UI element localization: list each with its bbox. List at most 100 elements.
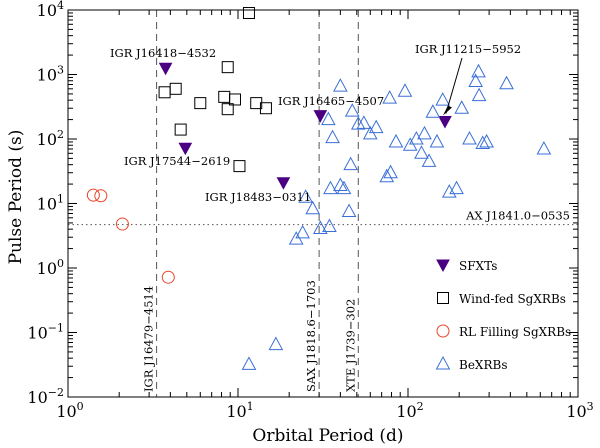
bexrb-marker bbox=[323, 180, 338, 195]
bexrb-marker bbox=[475, 135, 491, 150]
bexrb-marker bbox=[382, 90, 397, 104]
bexrb-marker bbox=[479, 133, 494, 148]
source-label: IGR J16465−4507 bbox=[278, 94, 384, 108]
sfxt-marker bbox=[178, 142, 193, 156]
horizontal-reference-label: AX J1841.0−0535 bbox=[465, 209, 570, 223]
legend-marker bbox=[437, 292, 449, 304]
bexrb-marker bbox=[350, 116, 366, 130]
source-label: IGR J16418−4532 bbox=[110, 46, 216, 60]
sfxt-marker bbox=[313, 110, 328, 123]
y-axis-label: Pulse Period (s) bbox=[6, 130, 26, 265]
reference-lines: IGR J16479−4514 SAX J1818.6−1703 XTE J1739… bbox=[68, 10, 578, 397]
x-tick-label: 102 bbox=[396, 400, 423, 421]
vertical-reference-label: SAX J1818.6−1703 bbox=[304, 280, 318, 392]
bexrb-marker bbox=[383, 164, 398, 179]
bexrb-marker bbox=[268, 336, 284, 351]
bexrb-marker bbox=[312, 220, 328, 234]
source-label: IGR J17544−2619 bbox=[124, 154, 230, 168]
bexrb-marker bbox=[499, 75, 514, 90]
bexrb-marker bbox=[429, 133, 445, 148]
bexrb-marker bbox=[471, 63, 486, 78]
bexrb-marker bbox=[471, 87, 487, 102]
x-tick-label: 101 bbox=[226, 400, 253, 421]
sfxt-marker bbox=[276, 177, 291, 190]
bexrb-marker bbox=[356, 115, 372, 129]
vertical-reference-label: IGR J16479−4514 bbox=[142, 286, 156, 392]
legend-label: BeXRBs bbox=[459, 358, 507, 372]
data-markers bbox=[86, 7, 552, 370]
wind-fed-sgxrb-marker bbox=[174, 123, 187, 136]
label-arrow-line bbox=[445, 57, 463, 114]
rl-filling-sgxrb-marker bbox=[86, 188, 100, 202]
x-axis-label: Orbital Period (d) bbox=[252, 426, 403, 446]
rl-filling-sgxrb-marker bbox=[94, 189, 108, 203]
y-tick-label: 104 bbox=[37, 0, 64, 20]
source-label: IGR J11215−5952 bbox=[415, 42, 521, 56]
bexrb-marker bbox=[321, 111, 336, 126]
legend-marker bbox=[435, 355, 451, 370]
y-tick-label: 10−1 bbox=[27, 322, 64, 343]
wind-fed-sgxrb-marker bbox=[221, 61, 234, 74]
bexrb-marker bbox=[333, 177, 348, 192]
legend-label: RL Filling SgXRBs bbox=[459, 325, 571, 339]
x-tick-label: 100 bbox=[56, 400, 83, 421]
sfxt-marker bbox=[158, 62, 173, 76]
rl-filling-sgxrb-marker bbox=[115, 217, 129, 231]
bexrb-marker bbox=[344, 103, 360, 117]
wind-fed-sgxrb-marker bbox=[194, 97, 207, 110]
legend-marker bbox=[436, 324, 450, 338]
y-tick-label: 100 bbox=[37, 257, 64, 278]
bexrb-marker bbox=[298, 189, 313, 203]
bexrb-marker bbox=[379, 168, 395, 183]
bexrb-marker bbox=[333, 78, 348, 92]
bexrb-marker bbox=[449, 180, 464, 195]
point-labels: IGR J16418−4532 IGR J17544−2619 IGR J18483… bbox=[110, 42, 521, 204]
legend-label: Wind-fed SgXRBs bbox=[459, 292, 566, 306]
bexrb-marker bbox=[536, 140, 552, 155]
vertical-reference-label: XTE J1739−302 bbox=[343, 299, 357, 392]
bexrb-marker bbox=[336, 180, 352, 195]
bexrb-marker bbox=[295, 224, 310, 239]
bexrb-marker bbox=[343, 156, 359, 171]
wind-fed-sgxrb-marker bbox=[242, 7, 255, 19]
bexrb-marker bbox=[468, 73, 483, 87]
y-tick-label: 102 bbox=[37, 128, 64, 149]
bexrb-marker bbox=[325, 129, 340, 144]
label-arrow-head bbox=[442, 105, 452, 116]
legend: SFXTs Wind-fed SgXRBs RL Filling SgXRBs BeX… bbox=[435, 259, 571, 372]
bexrb-marker bbox=[425, 104, 441, 118]
bexrb-marker bbox=[454, 100, 470, 114]
bexrb-marker bbox=[441, 184, 457, 198]
bexrb-marker bbox=[417, 125, 432, 140]
wind-fed-sgxrb-marker bbox=[169, 82, 182, 95]
bexrb-marker bbox=[462, 130, 477, 145]
bexrb-marker bbox=[435, 92, 451, 106]
wind-fed-sgxrb-marker bbox=[233, 160, 246, 173]
bexrb-marker bbox=[341, 203, 357, 218]
wind-fed-sgxrb-marker bbox=[158, 86, 171, 99]
bexrb-marker bbox=[421, 153, 437, 167]
legend-marker bbox=[436, 259, 450, 273]
sfxt-marker bbox=[438, 115, 452, 129]
bexrb-marker bbox=[241, 356, 257, 370]
y-tick-label: 101 bbox=[37, 193, 64, 214]
bexrb-marker bbox=[388, 133, 404, 148]
wind-fed-sgxrb-marker bbox=[228, 93, 241, 106]
wind-fed-sgxrb-marker bbox=[218, 90, 231, 103]
legend-label: SFXTs bbox=[459, 259, 497, 273]
y-tick-label: 10−2 bbox=[27, 386, 64, 407]
y-tick-label: 103 bbox=[37, 64, 64, 85]
x-tick-label: 103 bbox=[566, 400, 593, 421]
bexrb-marker bbox=[409, 130, 424, 145]
bexrb-marker bbox=[397, 83, 413, 97]
wind-fed-sgxrb-marker bbox=[221, 103, 234, 116]
rl-filling-sgxrb-marker bbox=[161, 270, 175, 284]
bexrb-marker bbox=[322, 218, 337, 232]
bexrb-marker bbox=[414, 145, 429, 159]
tick-labels: 100 101 102 103 10−2 10−1 100 101 102 103 104 bbox=[27, 0, 593, 421]
bexrb-marker bbox=[368, 119, 384, 134]
axis-ticks bbox=[67, 10, 578, 398]
source-label: IGR J18483−0311 bbox=[205, 190, 311, 204]
bexrb-marker bbox=[305, 200, 321, 215]
